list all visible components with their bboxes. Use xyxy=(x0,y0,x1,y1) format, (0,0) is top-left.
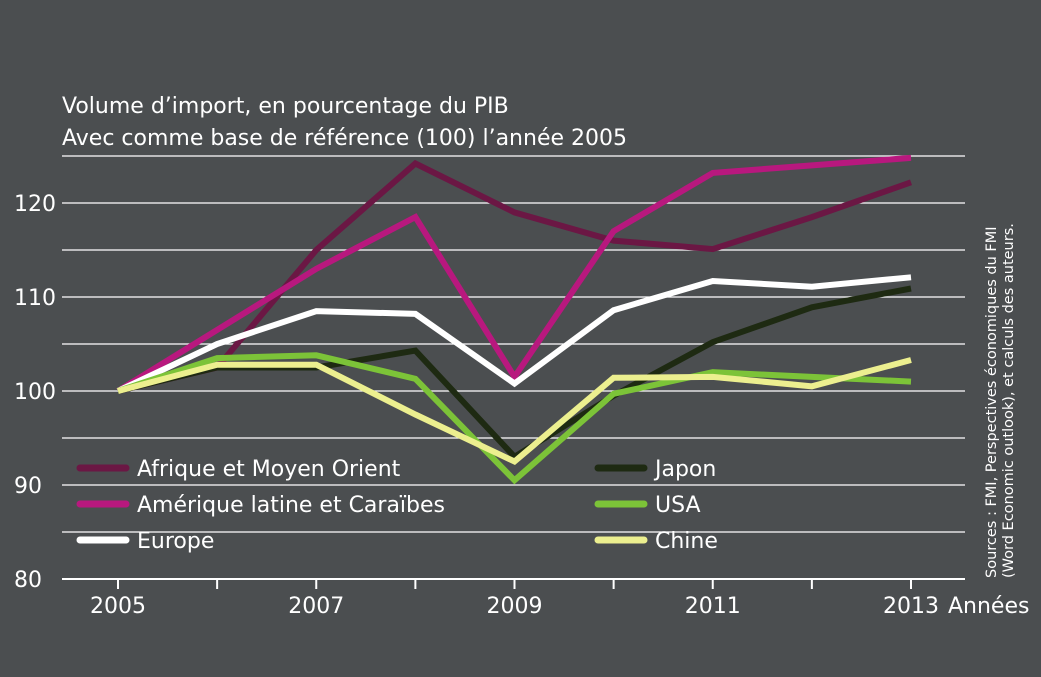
legend-label: Japon xyxy=(653,457,716,482)
x-axis-label: Années xyxy=(948,594,1029,619)
chart-title: Volume d’import, en pourcentage du PIB xyxy=(62,94,509,119)
chart-subtitle: Avec comme base de référence (100) l’ann… xyxy=(62,126,627,151)
y-tick-label: 90 xyxy=(14,474,42,499)
series-line xyxy=(116,274,912,394)
source-line-1: Sources : FMI, Perspectives économiques … xyxy=(984,226,1000,578)
x-tick-label: 2011 xyxy=(685,594,741,619)
series-lines xyxy=(116,154,912,485)
legend-label: Chine xyxy=(655,529,718,554)
series-line xyxy=(117,352,912,485)
x-tick-label: 2009 xyxy=(487,594,543,619)
x-tick-label: 2013 xyxy=(883,594,939,619)
source-line-2: (Word Economic outlook), et calculs des … xyxy=(1001,223,1017,578)
y-tick-label: 80 xyxy=(14,568,42,593)
legend: Afrique et Moyen Orient Amérique latine e… xyxy=(76,457,718,554)
y-tick-label: 110 xyxy=(14,286,56,311)
x-tick-label: 2007 xyxy=(288,594,344,619)
series-line xyxy=(117,357,912,466)
y-tick-label: 120 xyxy=(14,192,56,217)
x-tick-label: 2005 xyxy=(90,594,146,619)
y-tick-label: 100 xyxy=(14,380,56,405)
legend-label: Amérique latine et Caraïbes xyxy=(137,493,445,518)
series-line xyxy=(116,154,912,394)
series-line xyxy=(117,159,912,394)
source-note: Sources : FMI, Perspectives économiques … xyxy=(984,223,1017,578)
legend-label: Europe xyxy=(137,529,214,554)
legend-label: USA xyxy=(655,493,701,518)
axes: 2005 2007 2009 2011 2013 80 90 100 110 120 xyxy=(14,192,965,619)
legend-label: Afrique et Moyen Orient xyxy=(137,457,401,482)
